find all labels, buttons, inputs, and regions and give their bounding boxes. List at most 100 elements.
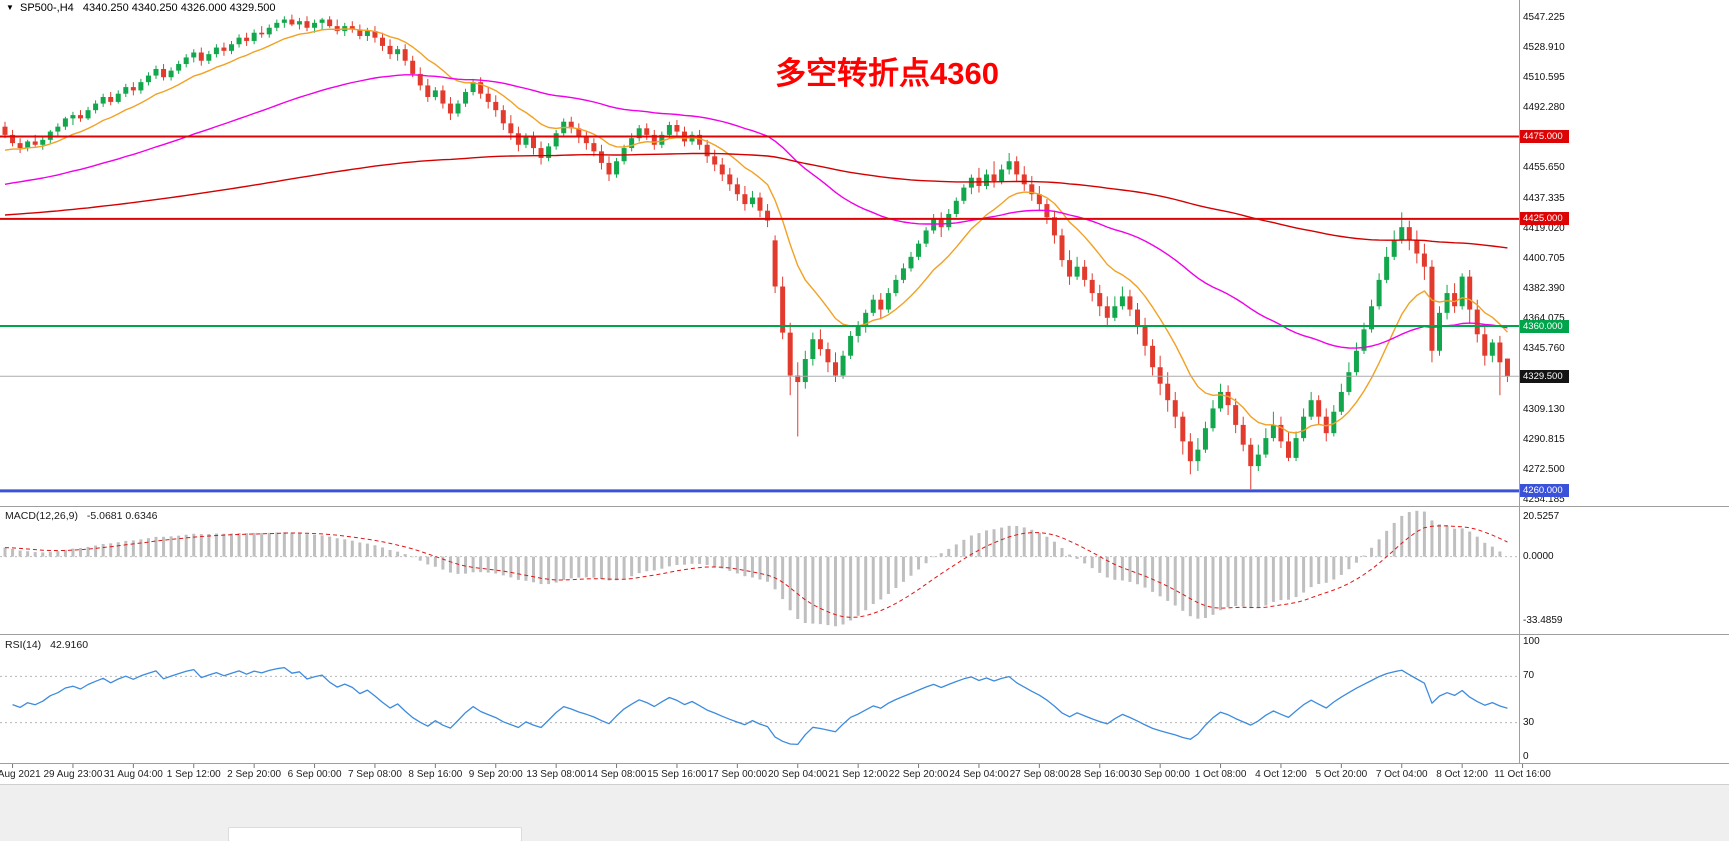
candle-body (251, 32, 257, 41)
candle (968, 174, 974, 195)
candle-body (636, 128, 642, 139)
candle (312, 19, 318, 33)
candle (749, 190, 755, 208)
candle-body (93, 103, 99, 111)
candle-body (1112, 306, 1118, 318)
candle (1293, 431, 1299, 462)
candle (1263, 428, 1269, 458)
candle-body (742, 194, 748, 205)
candle (908, 251, 914, 272)
candle (591, 138, 597, 157)
candle (10, 129, 16, 147)
candle (795, 362, 801, 437)
candle-body (1021, 174, 1027, 185)
candle (470, 78, 476, 96)
candle-body (395, 49, 401, 55)
candle-body (1437, 312, 1442, 351)
candle-body (946, 213, 952, 228)
candle-body (1293, 438, 1299, 458)
candle-body (1014, 161, 1020, 175)
candle-body (236, 37, 242, 45)
candle (568, 116, 574, 134)
candle-body (1067, 260, 1073, 277)
candle-body (583, 136, 589, 144)
candle-body (893, 279, 899, 294)
candle-body (953, 200, 959, 214)
candle (1074, 256, 1080, 280)
candle-body (1180, 416, 1186, 442)
candle-body (1316, 400, 1322, 417)
candle-body (478, 82, 484, 94)
candle-body (598, 151, 604, 163)
candle-body (674, 124, 680, 132)
macd-layer (0, 510, 1519, 627)
candle-body (123, 87, 129, 94)
candle (833, 352, 838, 383)
candle (123, 83, 129, 97)
candle (221, 42, 227, 56)
candle (274, 19, 280, 32)
candle (1225, 385, 1231, 416)
candle (1338, 383, 1344, 416)
candle-body (78, 115, 83, 119)
candle-body (500, 110, 506, 124)
candle-body (1074, 266, 1080, 277)
candle-body (1142, 326, 1148, 346)
candle-body (1414, 240, 1420, 254)
candle (553, 129, 559, 150)
candle (772, 235, 778, 294)
candle-body (968, 177, 974, 188)
candle (531, 131, 536, 155)
candle (651, 129, 657, 150)
candle-body (357, 29, 363, 37)
rsi-value: 42.9160 (50, 639, 89, 651)
candle (659, 131, 665, 149)
candle-body (1421, 253, 1427, 267)
candle (916, 240, 922, 261)
candle (1135, 302, 1140, 335)
candle (1021, 166, 1027, 191)
candle (1391, 230, 1397, 261)
candle-body (855, 326, 861, 336)
candle-body (138, 82, 144, 91)
candle (840, 350, 846, 379)
candle-body (757, 197, 763, 211)
candle (1029, 176, 1035, 201)
candle (1104, 296, 1110, 327)
candle-body (115, 93, 121, 102)
candle (870, 294, 876, 317)
candle-body (1097, 293, 1103, 307)
candle (961, 184, 967, 205)
candle (259, 26, 265, 38)
candle (440, 85, 446, 109)
rsi-name: RSI(14) (5, 639, 42, 651)
candle-body (787, 332, 793, 376)
candle (349, 21, 355, 33)
candle-body (349, 26, 355, 30)
candle-body (523, 136, 529, 145)
candle-body (168, 70, 174, 78)
candle (1059, 228, 1065, 267)
candle (266, 24, 272, 38)
candle-body (727, 174, 733, 185)
macd-name: MACD(12,26,9) (5, 510, 78, 522)
candle-body (55, 126, 61, 132)
candle-body (644, 128, 650, 135)
candle-body (1225, 391, 1231, 406)
candle (810, 332, 816, 366)
candle-body (878, 299, 884, 310)
candle (1195, 438, 1201, 472)
candle-body (659, 134, 665, 145)
candle-body (719, 164, 725, 175)
candle-body (130, 87, 136, 91)
candle-body (1353, 350, 1359, 373)
candle-body (848, 335, 854, 356)
candle (1218, 383, 1224, 412)
candle (878, 293, 884, 320)
candle (953, 197, 959, 218)
rsi-layer (0, 666, 1519, 746)
candle-body (62, 118, 68, 127)
candle (1459, 273, 1465, 310)
candle-body (1172, 400, 1178, 417)
candle (455, 100, 461, 117)
